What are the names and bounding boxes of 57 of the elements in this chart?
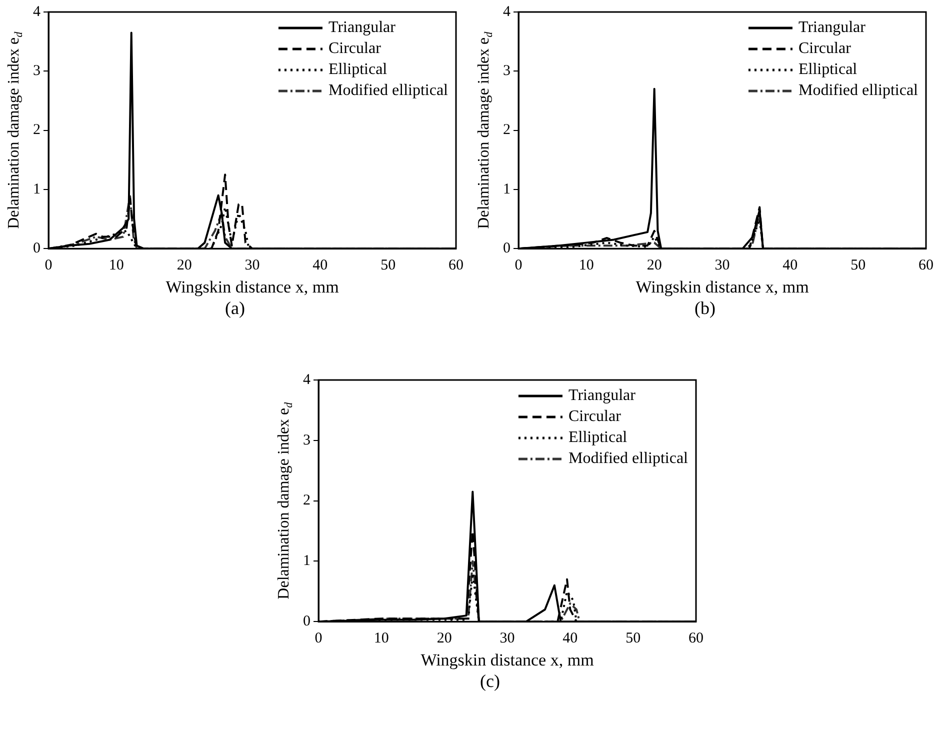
x-tick-label: 10 — [108, 258, 124, 274]
x-tick-label: 20 — [436, 630, 452, 647]
x-axis-title: Wingskin distance x, mm — [166, 277, 339, 296]
x-tick-label: 50 — [626, 630, 641, 647]
y-tick-label: 0 — [33, 240, 40, 257]
y-tick-label: 1 — [303, 553, 310, 570]
y-tick-label: 3 — [503, 63, 510, 80]
text: (b) — [694, 298, 716, 319]
legend-label: Triangular — [568, 387, 636, 404]
legend-label: Circular — [328, 40, 382, 58]
x-tick-label: 20 — [176, 258, 192, 274]
x-tick-label: 50 — [380, 258, 396, 274]
x-tick-label: 60 — [918, 258, 934, 274]
y-tick-label: 2 — [503, 122, 510, 138]
x-tick-label: 0 — [44, 258, 52, 274]
y-tick-label: 4 — [303, 372, 311, 388]
x-tick-label: 40 — [782, 258, 798, 274]
y-axis-title: Delamination damage index ed — [276, 402, 296, 600]
x-tick-label: 60 — [448, 258, 464, 274]
x-tick-label: 60 — [688, 630, 704, 647]
legend-label: Circular — [798, 40, 852, 58]
y-tick-label: 1 — [33, 181, 40, 198]
y-tick-label: 0 — [503, 240, 510, 257]
legend-label: Modified elliptical — [798, 82, 919, 100]
x-tick-label: 20 — [646, 258, 662, 274]
legend-label: Modified elliptical — [568, 450, 689, 468]
legend-label: Triangular — [798, 19, 866, 36]
x-axis-title: Wingskin distance x, mm — [420, 650, 594, 670]
legend-label: Circular — [568, 408, 622, 426]
x-tick-label: 40 — [562, 630, 578, 647]
x-tick-label: 30 — [500, 630, 515, 647]
x-tick-label: 0 — [514, 258, 522, 274]
y-tick-label: 0 — [303, 614, 310, 630]
x-tick-label: 50 — [850, 258, 866, 274]
y-axis-title: Delamination damage index ed — [6, 31, 26, 229]
x-tick-label: 10 — [578, 258, 594, 274]
y-tick-label: 4 — [33, 4, 41, 20]
y-tick-label: 1 — [503, 181, 510, 198]
legend-label: Elliptical — [568, 429, 628, 446]
x-axis-title: Wingskin distance x, mm — [636, 277, 809, 296]
legend-label: Modified elliptical — [328, 82, 449, 100]
x-tick-label: 30 — [244, 258, 260, 274]
y-tick-label: 2 — [33, 122, 40, 138]
legend-label: Elliptical — [798, 61, 858, 78]
y-tick-label: 3 — [33, 63, 40, 80]
legend-label: Elliptical — [328, 61, 388, 78]
text: (c) — [479, 671, 501, 692]
x-tick-label: 40 — [312, 258, 328, 274]
legend-label: Triangular — [328, 19, 396, 36]
x-tick-label: 10 — [374, 630, 389, 647]
x-tick-label: 0 — [314, 630, 322, 647]
text: (a) — [224, 298, 246, 319]
y-tick-label: 4 — [503, 4, 511, 20]
y-tick-label: 3 — [303, 432, 310, 448]
y-axis-title: Delamination damage index ed — [476, 31, 496, 229]
x-tick-label: 30 — [714, 258, 730, 274]
y-tick-label: 2 — [303, 492, 310, 509]
